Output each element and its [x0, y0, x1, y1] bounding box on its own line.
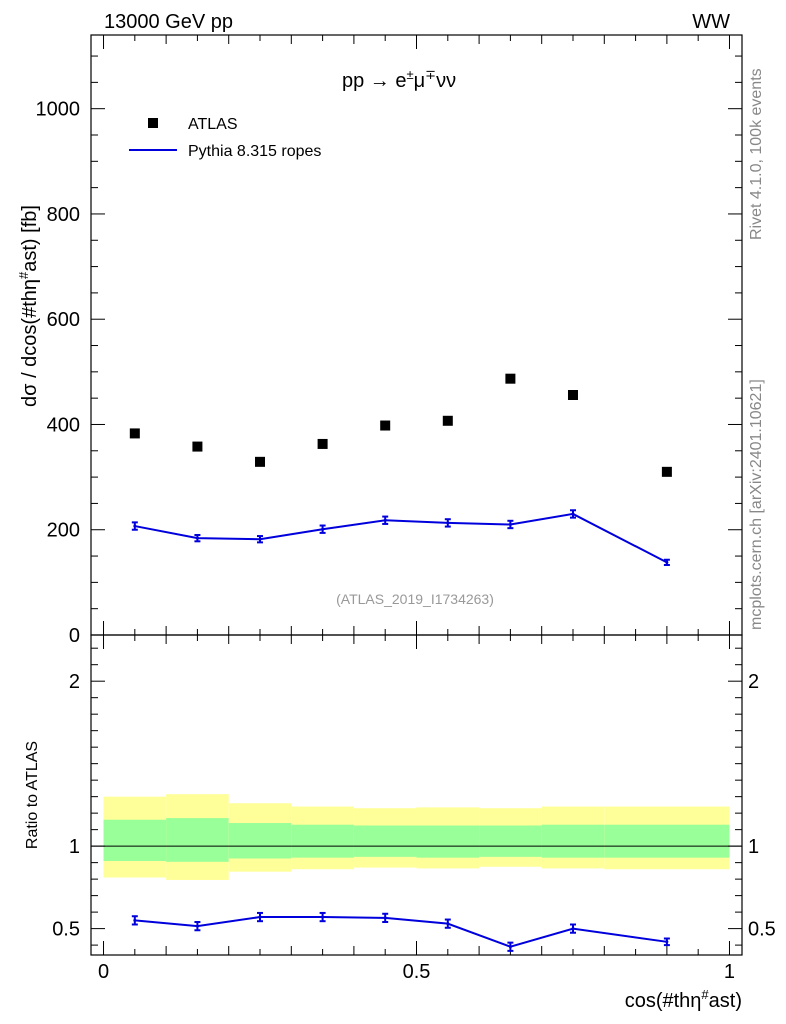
- atlas-data-point: [192, 441, 203, 452]
- ratio-uncertainty-bands: [103, 794, 730, 880]
- mc-point: [133, 524, 137, 528]
- y-tick-label: 0: [69, 625, 80, 647]
- ratio-y-tick-label-right: 0.5: [748, 919, 776, 941]
- y-tick-label: 400: [47, 414, 80, 436]
- ratio-y-tick-label: 2: [69, 671, 80, 693]
- main-y-ticks: [91, 55, 742, 636]
- band-inner: [541, 824, 605, 858]
- mcplots-label: mcplots.cern.ch [arXiv:2401.10621]: [748, 379, 765, 630]
- main-y-tick-labels: 0 200 400 600 800 1000: [36, 99, 81, 647]
- ratio-y-tick-label-right: 1: [748, 836, 759, 858]
- band-inner: [353, 825, 417, 857]
- rivet-version-label: Rivet 4.1.0, 100k events: [748, 68, 765, 240]
- mc-point: [383, 518, 387, 522]
- main-mc-series: [131, 509, 670, 566]
- ratio-point: [508, 945, 512, 949]
- x-tick-label: 1: [724, 961, 735, 983]
- atlas-data-point: [505, 373, 516, 384]
- atlas-data-point: [380, 420, 391, 431]
- main-y-axis-label: dσ / dcos(#thη#ast) [fb]: [16, 205, 41, 407]
- mc-point: [571, 512, 575, 516]
- mc-point: [321, 527, 325, 531]
- legend-data-label: ATLAS: [188, 116, 238, 133]
- x-tick-label: 0: [98, 961, 109, 983]
- ratio-y-axis-label: Ratio to ATLAS: [24, 741, 41, 849]
- ratio-point: [665, 940, 669, 944]
- band-inner: [228, 823, 292, 859]
- atlas-data-point: [442, 415, 453, 426]
- mc-point: [258, 537, 262, 541]
- analysis-reference: (ATLAS_2019_I1734263): [336, 591, 494, 607]
- ratio-y-ticks: [91, 647, 742, 946]
- y-tick-label: 1000: [36, 99, 81, 121]
- atlas-data-point: [255, 456, 266, 467]
- ratio-point: [321, 915, 325, 919]
- mc-point: [195, 536, 199, 540]
- band-inner: [479, 825, 542, 857]
- x-ticks: [103, 35, 730, 955]
- header-process-label: WW: [692, 11, 730, 33]
- atlas-data-point: [129, 428, 140, 439]
- band-inner: [166, 818, 229, 862]
- main-data-series: [129, 373, 672, 477]
- x-tick-labels: 0 0.5 1: [98, 961, 735, 983]
- ratio-line: [134, 916, 668, 948]
- mc-point: [665, 560, 669, 564]
- ratio-point: [383, 916, 387, 920]
- process-label: pp → e±μ∓νν: [342, 67, 456, 92]
- band-inner: [291, 824, 354, 858]
- band-inner: [604, 824, 730, 858]
- ratio-point: [446, 922, 450, 926]
- header-energy-label: 13000 GeV pp: [104, 11, 233, 33]
- mc-point: [446, 521, 450, 525]
- ratio-point: [195, 924, 199, 928]
- y-tick-label: 200: [47, 520, 80, 542]
- y-tick-label: 800: [47, 204, 80, 226]
- band-inner: [416, 825, 480, 858]
- x-tick-label: 0.5: [403, 961, 431, 983]
- atlas-data-point: [317, 438, 328, 449]
- ratio-y-tick-labels: 0.5 1 2 0.5 1 2: [52, 671, 776, 940]
- legend-mc-label: Pythia 8.315 ropes: [188, 143, 321, 160]
- ratio-y-tick-label: 1: [69, 836, 80, 858]
- x-axis-label: cos(#thη#ast): [625, 987, 742, 1012]
- y-tick-label: 600: [47, 309, 80, 331]
- ratio-point: [133, 918, 137, 922]
- atlas-data-point: [661, 466, 672, 477]
- ratio-point: [571, 927, 575, 931]
- atlas-data-point: [567, 390, 578, 400]
- ratio-mc-series: [131, 911, 670, 952]
- ratio-point: [258, 915, 262, 919]
- mc-line: [134, 512, 668, 564]
- band-inner: [103, 819, 167, 861]
- ratio-y-tick-label-right: 2: [748, 671, 759, 693]
- mc-point: [508, 522, 512, 526]
- ratio-y-tick-label: 0.5: [52, 919, 80, 941]
- legend: ATLAS Pythia 8.315 ropes: [129, 116, 321, 160]
- legend-data-marker: [148, 118, 158, 128]
